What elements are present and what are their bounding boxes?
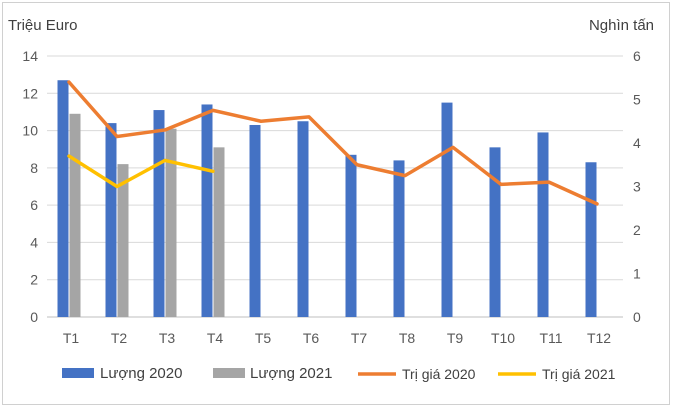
left-tick-label: 12 xyxy=(22,85,38,101)
left-tick-label: 4 xyxy=(30,234,38,250)
bars xyxy=(57,80,597,318)
x-tick-label: T6 xyxy=(303,330,320,346)
bar xyxy=(165,128,177,317)
legend-item-tri-gia-2021: Trị giá 2021 xyxy=(498,366,616,382)
bar xyxy=(57,80,69,317)
bar xyxy=(201,104,213,317)
right-tick-label: 0 xyxy=(633,309,641,325)
bar xyxy=(69,113,81,318)
series-line xyxy=(67,80,599,206)
right-tick-label: 5 xyxy=(633,92,641,108)
x-tick-label: T9 xyxy=(447,330,464,346)
left-axis-title: Triệu Euro xyxy=(8,17,77,34)
x-tick-label: T12 xyxy=(587,330,611,346)
bar xyxy=(249,124,261,317)
legend-label-tri-gia-2020: Trị giá 2020 xyxy=(402,366,476,382)
legend-swatch-luong-2020 xyxy=(62,368,94,378)
bar xyxy=(153,110,165,317)
right-axis-ticks: 0 1 2 3 4 5 6 xyxy=(633,48,641,325)
legend-label-tri-gia-2021: Trị giá 2021 xyxy=(542,366,616,382)
bar xyxy=(489,147,501,317)
x-tick-label: T1 xyxy=(63,330,80,346)
left-tick-label: 10 xyxy=(22,123,38,139)
bar xyxy=(117,164,129,317)
legend-label-luong-2020: Lượng 2020 xyxy=(100,365,182,382)
x-tick-label: T3 xyxy=(159,330,176,346)
bar xyxy=(105,123,117,317)
left-axis-ticks: 0 2 4 6 8 10 12 14 xyxy=(22,48,38,325)
bar xyxy=(297,121,309,317)
bar xyxy=(393,160,405,317)
bar xyxy=(585,162,597,317)
x-tick-label: T5 xyxy=(255,330,272,346)
x-axis-ticks: T1 T2 T3 T4 T5 T6 T7 T8 T9 T10 T11 T12 xyxy=(63,330,611,346)
left-tick-label: 2 xyxy=(30,272,38,288)
right-tick-label: 1 xyxy=(633,266,641,282)
legend-item-luong-2021: Lượng 2021 xyxy=(213,365,332,382)
left-tick-label: 0 xyxy=(30,309,38,325)
x-tick-label: T8 xyxy=(399,330,416,346)
right-tick-label: 4 xyxy=(633,135,641,151)
lines xyxy=(67,80,599,206)
legend-label-luong-2021: Lượng 2021 xyxy=(250,365,332,382)
bar xyxy=(441,102,453,317)
left-tick-label: 6 xyxy=(30,197,38,213)
right-tick-label: 2 xyxy=(633,222,641,238)
x-tick-label: T4 xyxy=(207,330,224,346)
x-tick-label: T2 xyxy=(111,330,128,346)
right-tick-label: 6 xyxy=(633,48,641,64)
x-tick-label: T7 xyxy=(351,330,368,346)
bar xyxy=(345,154,357,317)
series-line xyxy=(67,154,215,189)
legend-swatch-luong-2021 xyxy=(213,368,245,378)
right-tick-label: 3 xyxy=(633,179,641,195)
left-tick-label: 14 xyxy=(22,48,38,64)
bar xyxy=(213,147,225,317)
legend-item-luong-2020: Lượng 2020 xyxy=(62,365,182,382)
legend: Lượng 2020 Lượng 2021 Trị giá 2020 Trị g… xyxy=(62,365,616,382)
x-tick-label: T10 xyxy=(491,330,515,346)
legend-item-tri-gia-2020: Trị giá 2020 xyxy=(358,366,476,382)
right-axis-title: Nghìn tấn xyxy=(589,17,654,34)
gridlines xyxy=(47,55,623,318)
x-tick-label: T11 xyxy=(539,330,562,346)
bar xyxy=(537,132,549,317)
left-tick-label: 8 xyxy=(30,160,38,176)
